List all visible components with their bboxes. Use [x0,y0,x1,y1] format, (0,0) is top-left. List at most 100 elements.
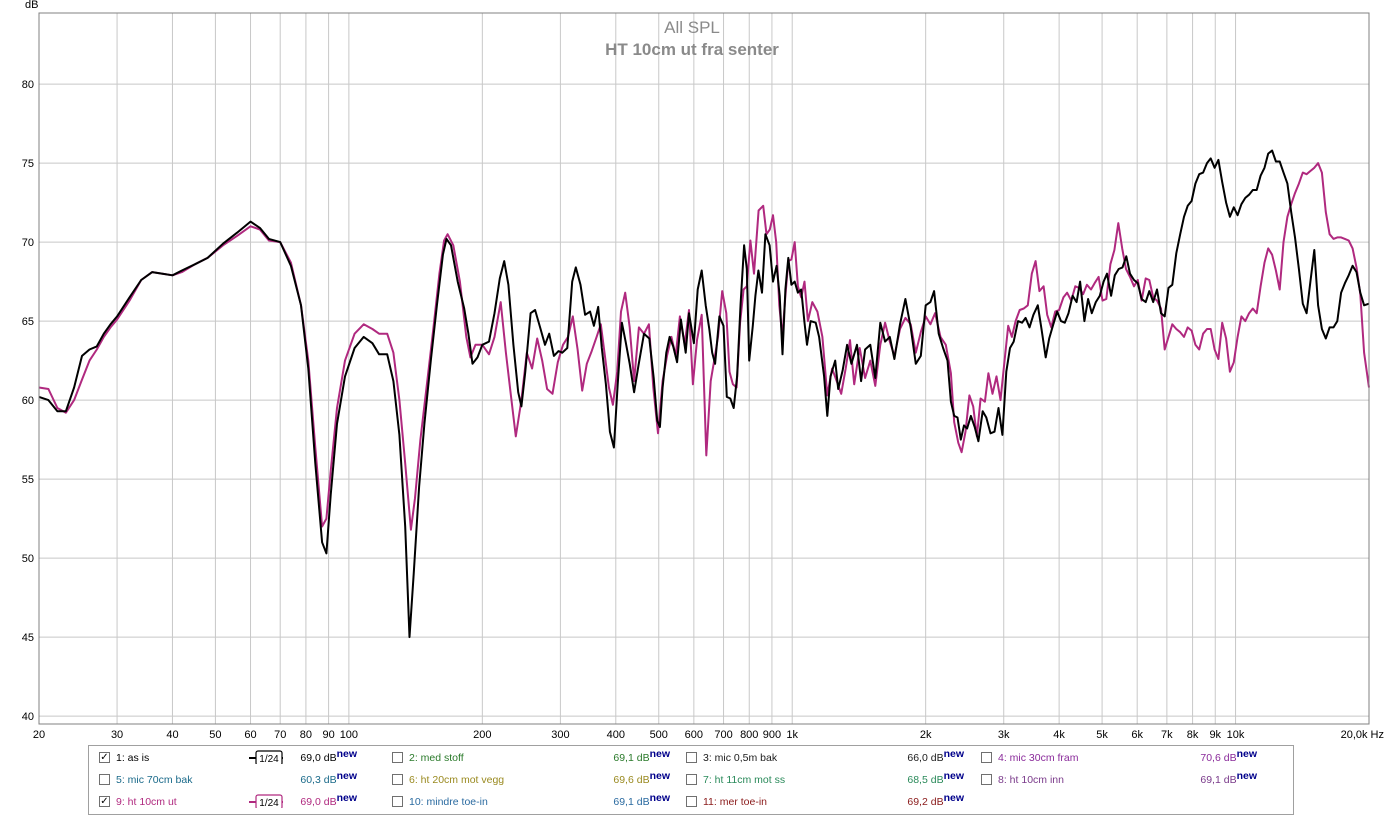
legend-label: 2: med stoff [409,752,464,764]
legend-checkbox[interactable] [686,752,697,763]
x-tick-label: 80 [300,729,312,741]
legend-item: 8: ht 10cm inn 69,1 dBnew [981,769,1261,791]
legend-checkbox[interactable] [981,774,992,785]
legend-label: 4: mic 30cm fram [998,752,1079,764]
new-badge: new [649,770,670,782]
legend-item: 6: ht 20cm mot vegg 69,6 dBnew [392,769,672,791]
svg-text:1/24: 1/24 [259,798,279,808]
y-tick-label: 60 [22,395,34,407]
legend-item: 11: mer toe-in 69,2 dBnew [686,791,966,813]
legend-spl-value: 69,1 dBnew [1200,770,1257,786]
x-tick-label: 70 [274,729,286,741]
legend-spl-value: 69,0 dBnew [300,792,357,808]
x-tick-label: 50 [209,729,221,741]
plot-border [38,12,1370,725]
x-tick-label: 20 [33,729,45,741]
new-badge: new [336,748,357,760]
x-tick-label: 2k [920,729,932,741]
legend-item: 2: med stoff 69,1 dBnew [392,747,672,769]
series-line-as-is [38,149,1370,639]
x-tick-label: 300 [551,729,569,741]
legend-checkbox[interactable] [981,752,992,763]
x-tick-label: 900 [763,729,781,741]
new-badge: new [943,748,964,760]
y-tick-label: 40 [22,711,34,723]
legend-label: 9: ht 10cm ut [116,796,177,808]
x-tick-label: 400 [607,729,625,741]
y-tick-label: 50 [22,553,34,565]
y-tick-label: 75 [22,158,34,170]
legend-spl-value: 66,0 dBnew [907,748,964,764]
x-tick-label: 6k [1131,729,1143,741]
legend-label: 6: ht 20cm mot vegg [409,774,505,786]
new-badge: new [649,792,670,804]
legend-checkbox[interactable] [686,796,697,807]
x-tick-label: 200 [473,729,491,741]
y-tick-label: 70 [22,237,34,249]
x-tick-labels: 20 30 40 50 60 70 80 90 100 200 300 400 500 600 700 800… [33,729,1384,741]
legend-label: 7: ht 11cm mot ss [703,774,786,786]
new-badge: new [943,770,964,782]
legend-label: 5: mic 70cm bak [116,774,193,786]
smoothing-button[interactable]: 1/24 [249,750,283,764]
y-tick-label: 55 [22,474,34,486]
series-line-ht-10cm-ut [38,162,1370,531]
legend-checkbox[interactable] [392,752,403,763]
legend-checkbox[interactable] [392,796,403,807]
x-tick-label: 5k [1096,729,1108,741]
legend-item: ✓ 1: as is 1/24 69,0 dBnew [99,747,379,769]
y-axis-label: dB [25,0,38,11]
spl-chart: 40 45 50 55 60 65 70 75 80 20 30 40 50 60 70 80 90 100 20… [22,0,1384,741]
x-tick-label: 3k [998,729,1010,741]
x-tick-label: 30 [111,729,123,741]
legend-item: 3: mic 0,5m bak 66,0 dBnew [686,747,966,769]
legend-spl-value: 68,5 dBnew [907,770,964,786]
x-tick-label: 9k [1209,729,1221,741]
y-tick-label: 45 [22,632,34,644]
legend-label: 10: mindre toe-in [409,796,488,808]
legend-checkbox[interactable] [99,774,110,785]
legend-checkbox[interactable]: ✓ [99,796,110,807]
new-badge: new [336,792,357,804]
chart-subtitle: HT 10cm ut fra senter [605,40,779,59]
x-tick-label: 60 [244,729,256,741]
legend-panel: ✓ 1: as is 1/24 69,0 dBnew 2: med stoff 69,1 … [88,745,1294,815]
x-tick-label: 8k [1187,729,1199,741]
series-lines [38,149,1370,639]
x-tick-label: 1k [786,729,798,741]
x-tick-label: 10k [1227,729,1245,741]
legend-item: 7: ht 11cm mot ss 68,5 dBnew [686,769,966,791]
legend-item: ✓ 9: ht 10cm ut 1/24 69,0 dBnew [99,791,379,813]
new-badge: new [1236,770,1257,782]
x-tick-label: 600 [685,729,703,741]
legend-spl-value: 69,6 dBnew [613,770,670,786]
new-badge: new [943,792,964,804]
y-tick-label: 65 [22,316,34,328]
x-tick-label: 90 [322,729,334,741]
new-badge: new [649,748,670,760]
x-tick-label: 40 [166,729,178,741]
legend-item: 4: mic 30cm fram 70,6 dBnew [981,747,1261,769]
x-tick-label: 20,0k Hz [1341,729,1384,741]
legend-label: 3: mic 0,5m bak [703,752,778,764]
x-tick-label: 500 [650,729,668,741]
legend-label: 8: ht 10cm inn [998,774,1064,786]
svg-text:1/24: 1/24 [259,754,279,764]
x-tick-label: 100 [340,729,358,741]
smoothing-button[interactable]: 1/24 [249,794,283,808]
chart-title: All SPL [664,18,720,37]
legend-checkbox[interactable] [392,774,403,785]
legend-label: 11: mer toe-in [703,796,767,808]
legend-spl-value: 69,2 dBnew [907,792,964,808]
legend-item: 10: mindre toe-in 69,1 dBnew [392,791,672,813]
y-tick-label: 80 [22,79,34,91]
legend-checkbox[interactable]: ✓ [99,752,110,763]
legend-spl-value: 69,1 dBnew [613,748,670,764]
new-badge: new [1236,748,1257,760]
legend-row: ✓ 9: ht 10cm ut 1/24 69,0 dBnew 10: mindre t… [89,791,1293,813]
legend-row: 5: mic 70cm bak 60,3 dBnew 6: ht 20cm mot … [89,769,1293,791]
legend-checkbox[interactable] [686,774,697,785]
new-badge: new [336,770,357,782]
legend-row: ✓ 1: as is 1/24 69,0 dBnew 2: med stoff 69,1 … [89,747,1293,769]
x-tick-label: 700 [714,729,732,741]
